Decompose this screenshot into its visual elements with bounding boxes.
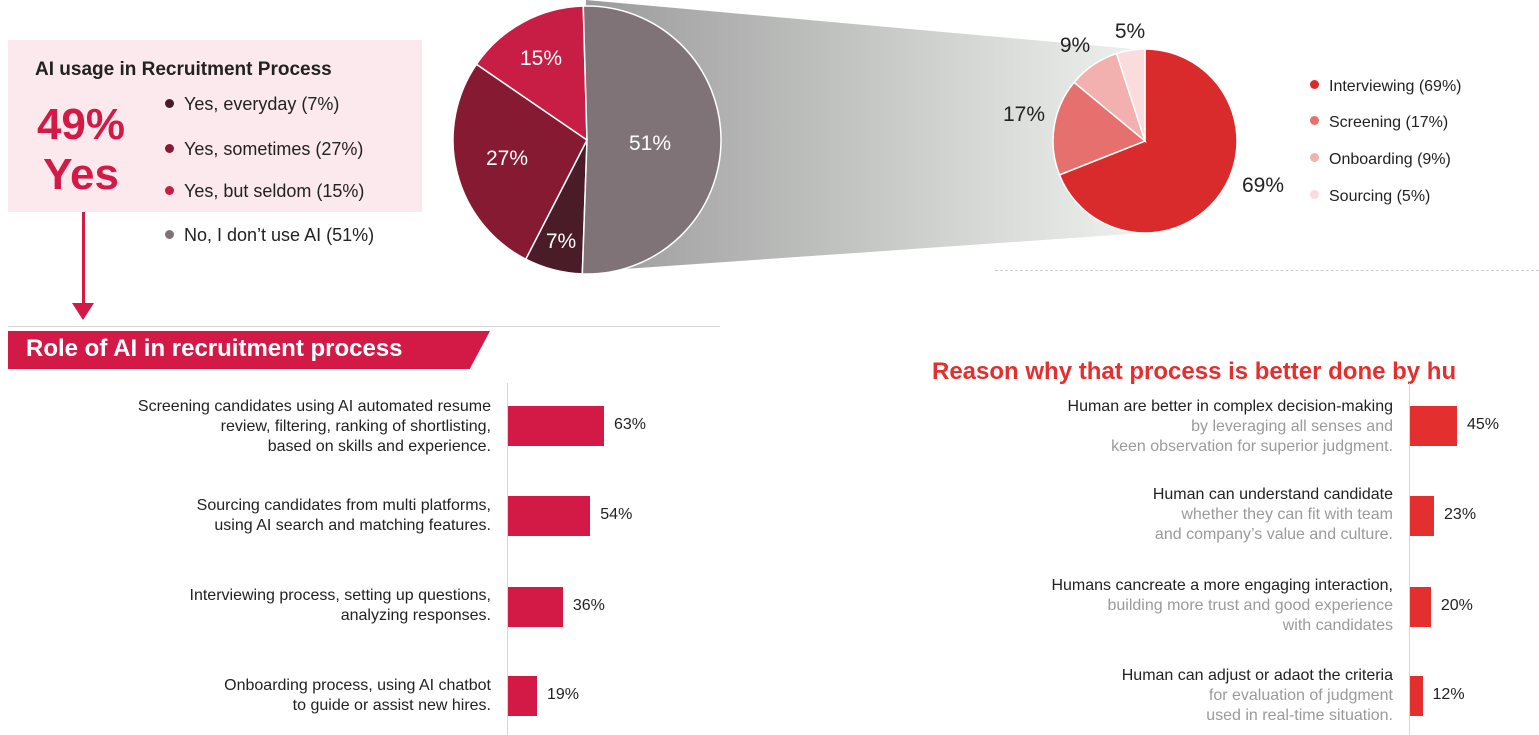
pie-slice-label: 5%	[1115, 20, 1145, 43]
bar-value-label: 19%	[546, 686, 579, 703]
pie-slice-label: 9%	[1060, 34, 1090, 57]
reason-section-title: Reason why that process is better done b…	[932, 358, 1457, 385]
legend-dot	[1310, 116, 1319, 125]
legend-item-sometimes: Yes, sometimes (27%)	[165, 139, 363, 160]
pie-legend-interviewing: Interviewing (69%)	[1310, 78, 1462, 96]
bar-category-label: Onboarding process, using AI chatbot to g…	[224, 677, 491, 714]
role-section-title: Role of AI in recruitment process	[26, 335, 403, 362]
bar	[1410, 587, 1431, 627]
bar-category-label: Humans cancreate a more engaging interac…	[1051, 577, 1393, 634]
bar-value-label: 12%	[1432, 686, 1465, 703]
summary-percentage: 49%	[36, 100, 126, 149]
pie-slice	[1115, 48, 1146, 142]
bar-category-label: Screening candidates using AI automated …	[137, 398, 491, 455]
arrow-line	[82, 212, 85, 306]
role-section-banner	[8, 331, 490, 369]
pie-slice-label: 15%	[520, 47, 562, 70]
bar-category-label: Interviewing process, setting up questio…	[189, 587, 492, 624]
pie-slice	[581, 5, 722, 275]
legend-dot	[1310, 80, 1319, 89]
bar-value-label: 63%	[614, 416, 647, 433]
pie-legend-screening: Screening (17%)	[1310, 114, 1448, 132]
pie-legend-sourcing: Sourcing (5%)	[1310, 188, 1430, 206]
bar	[508, 676, 537, 716]
pie-slice-label: 51%	[629, 132, 671, 155]
pie-legend-onboarding: Onboarding (9%)	[1310, 151, 1451, 169]
legend-item-no-ai: No, I don’t use AI (51%)	[165, 225, 374, 246]
bar-value-label: 23%	[1444, 506, 1477, 523]
pie-slice	[452, 63, 588, 261]
section-rule	[8, 326, 720, 327]
pie-slice	[1052, 81, 1147, 176]
pie-slice-label: 27%	[486, 147, 528, 170]
bar-value-label: 45%	[1467, 416, 1500, 433]
legend-dot	[165, 99, 174, 108]
process-pie: 69% 17% 9% 5%	[1003, 20, 1284, 234]
legend-item-everyday: Yes, everyday (7%)	[165, 94, 339, 115]
zoom-connector	[580, 0, 1144, 272]
summary-yes-label: Yes	[43, 150, 119, 199]
legend-dot	[165, 144, 174, 153]
pie-charts: 7% 27% 15% 51% 69% 17% 9% 5%	[452, 0, 1284, 275]
bar-category-label: Sourcing candidates from multi platforms…	[196, 497, 491, 534]
pie-slice-label: 69%	[1242, 174, 1284, 197]
reason-chart-axis	[1409, 383, 1410, 735]
bar	[508, 496, 591, 536]
legend-dot	[165, 230, 174, 239]
legend-dot	[165, 186, 174, 195]
legend-item-seldom: Yes, but seldom (15%)	[165, 181, 364, 202]
bar-value-label: 36%	[572, 597, 605, 614]
bar-category-label: Human can understand candidate whether th…	[1152, 486, 1393, 543]
summary-title: AI usage in Recruitment Process	[35, 59, 332, 80]
pie-slice-label: 7%	[546, 230, 576, 253]
legend-dot	[1310, 190, 1319, 199]
pie-slice	[475, 5, 588, 142]
summary-box	[8, 40, 422, 212]
bar	[508, 587, 563, 627]
bar-category-label: Human can adjust or adaot the criteria fo…	[1121, 667, 1393, 724]
bar	[508, 406, 604, 446]
pie-slice	[1058, 48, 1238, 234]
pie-slice-label: 17%	[1003, 103, 1045, 126]
usage-pie: 7% 27% 15% 51%	[452, 5, 722, 275]
bar-category-label: Human are better in complex decision-mak…	[1067, 398, 1393, 455]
bar	[1410, 676, 1423, 716]
role-chart-axis	[507, 383, 508, 735]
dashed-divider	[995, 270, 1539, 271]
arrow-down-icon	[72, 303, 94, 320]
legend-dot	[1310, 153, 1319, 162]
bar-value-label: 20%	[1440, 597, 1473, 614]
bar	[1410, 406, 1457, 446]
bar-value-label: 54%	[600, 506, 633, 523]
bar	[1410, 496, 1435, 536]
